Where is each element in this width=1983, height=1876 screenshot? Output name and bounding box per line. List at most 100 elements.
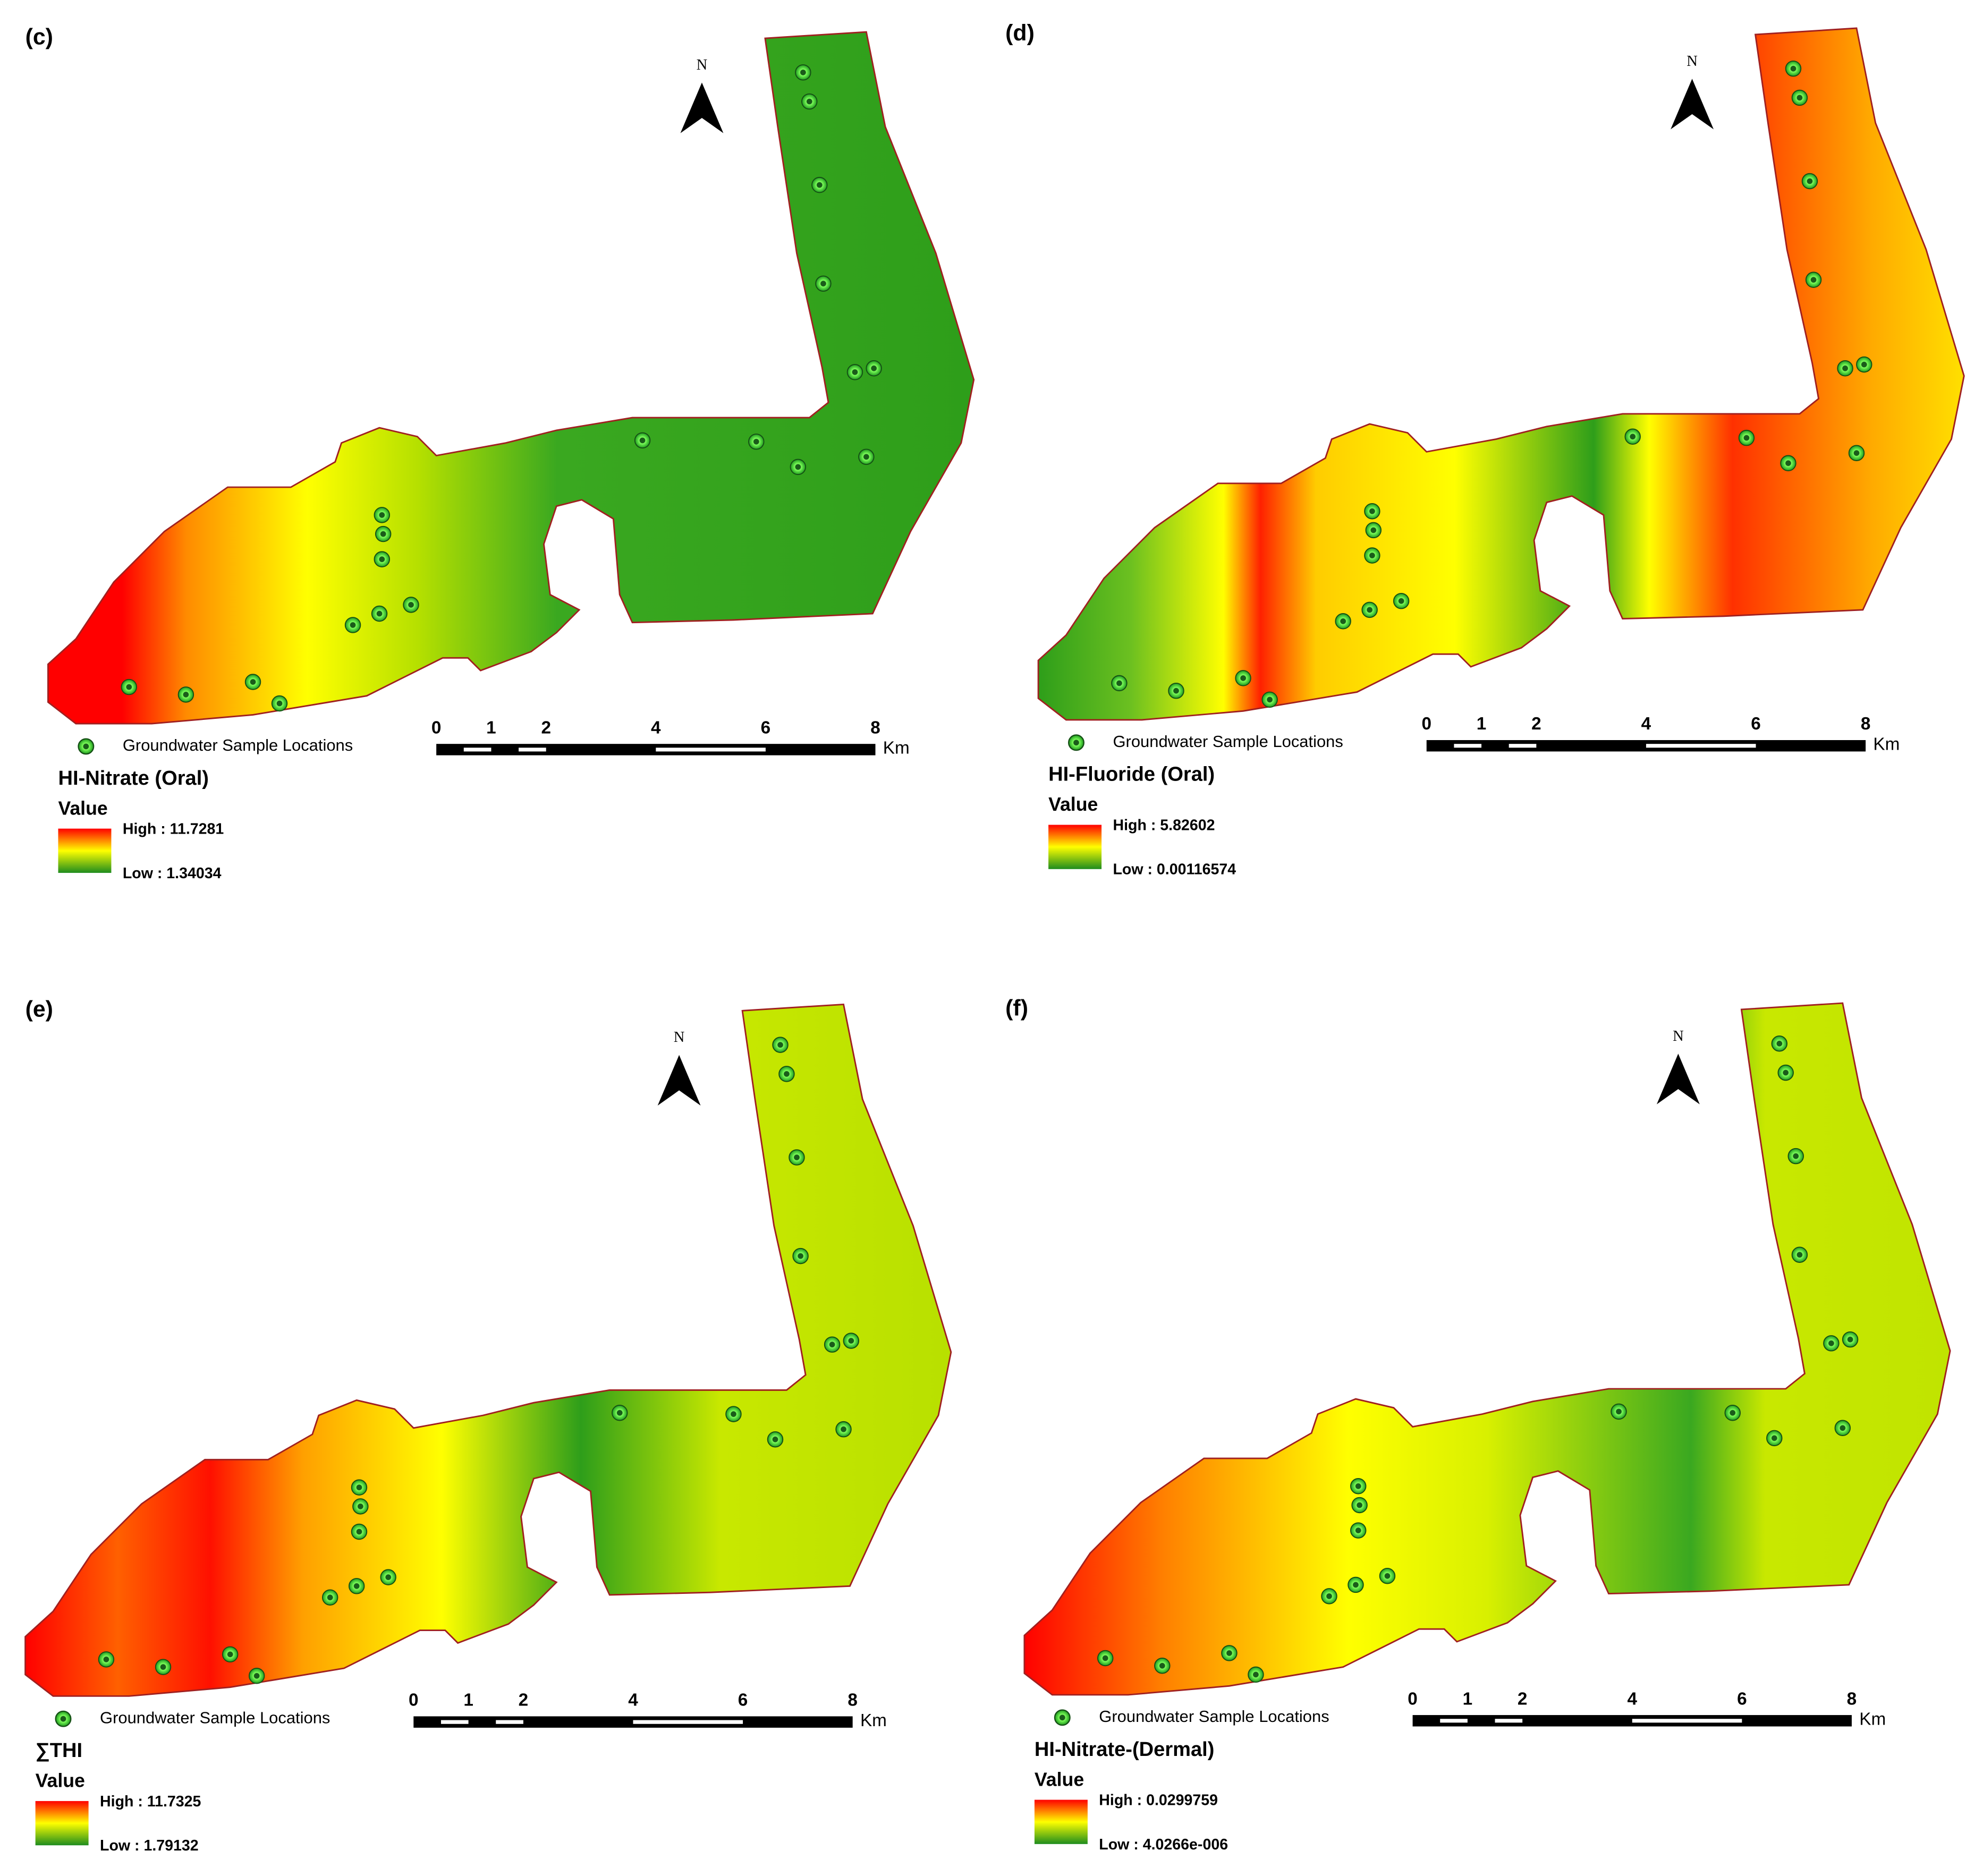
- map-panel: N 0 1 2 4 6 8Km Groundwater Sample Locations HI-…: [47, 31, 975, 882]
- sample-location: [811, 176, 828, 193]
- sample-location: [1805, 271, 1822, 288]
- sample-location: [98, 1651, 115, 1668]
- scale-label: 8: [1861, 714, 1871, 734]
- sample-location: [1856, 356, 1872, 373]
- sample-location: [1780, 455, 1796, 472]
- scale-label: 1: [486, 718, 496, 737]
- scale-label: 2: [519, 1691, 529, 1710]
- scale-label: 0: [1421, 714, 1431, 734]
- legend-low: Low : 1.79132: [100, 1837, 199, 1854]
- sample-location: [222, 1646, 239, 1663]
- scale-segment: [1646, 744, 1756, 748]
- north-label: N: [674, 1029, 685, 1046]
- map-title: ∑THI: [36, 1739, 82, 1762]
- sample-location: [1361, 601, 1378, 618]
- sample-location: [634, 432, 651, 449]
- sample-location: [772, 1037, 789, 1053]
- sample-location: [1834, 1420, 1851, 1437]
- sample-location: [815, 275, 832, 292]
- scale-unit: Km: [1873, 734, 1900, 754]
- panel-label: (c): [26, 24, 53, 49]
- sample-location: [374, 507, 391, 523]
- sample-location: [1365, 522, 1382, 539]
- sample-location: [1350, 1522, 1367, 1539]
- scale-unit: Km: [860, 1711, 887, 1730]
- scale-segment: [1632, 1719, 1742, 1723]
- scale-label: 2: [541, 718, 551, 737]
- sample-location: [767, 1431, 784, 1448]
- sample-location: [380, 1569, 396, 1585]
- sample-location: [1724, 1404, 1741, 1421]
- scale-segment: [440, 1720, 469, 1724]
- sample-location: [348, 1578, 365, 1594]
- sample-location: [1823, 1335, 1840, 1352]
- panel-label: (f): [1005, 995, 1028, 1021]
- study-area: [1023, 1002, 1951, 1696]
- sample-location: [177, 686, 194, 703]
- value-heading: Value: [1035, 1769, 1084, 1790]
- scale-label: 8: [870, 718, 880, 737]
- sample-location: [1364, 503, 1380, 520]
- north-arrow: [1671, 79, 1714, 130]
- sample-location: [1771, 1035, 1788, 1052]
- sample-location: [858, 448, 875, 465]
- sample-location: [1168, 682, 1184, 699]
- legend-ramp: [1048, 825, 1102, 869]
- scale-label: 4: [651, 718, 661, 737]
- sample-location: [351, 1479, 368, 1496]
- scale-segment: [496, 1720, 523, 1724]
- scale-segment: [1509, 744, 1537, 748]
- scale-unit: Km: [1859, 1709, 1886, 1729]
- sample-location: [824, 1336, 841, 1353]
- sample-location: [843, 1332, 860, 1349]
- scale-label: 4: [1641, 714, 1651, 734]
- scale-label: 0: [431, 718, 442, 737]
- legend-low: Low : 4.0266e-006: [1099, 1836, 1228, 1853]
- scale-label: 0: [1408, 1689, 1418, 1709]
- sample-location: [1777, 1064, 1794, 1081]
- legend-ramp: [35, 1801, 89, 1846]
- legend-text: Groundwater Sample Locations: [100, 1708, 330, 1727]
- scale-label: 4: [628, 1691, 638, 1710]
- map-title: HI-Nitrate-(Dermal): [1035, 1738, 1215, 1761]
- sample-location: [1842, 1331, 1859, 1348]
- sample-location: [1348, 1576, 1364, 1593]
- north-arrow: [657, 1055, 701, 1106]
- sample-location: [1335, 613, 1351, 630]
- scale-segment: [656, 748, 766, 752]
- scale-label: 2: [1518, 1689, 1528, 1709]
- sample-location: [374, 551, 391, 567]
- scale-label: 4: [1627, 1689, 1637, 1709]
- scale-label: 1: [463, 1691, 473, 1710]
- sample-location: [866, 360, 882, 377]
- sample-location: [1791, 1246, 1808, 1263]
- study-area: [24, 1003, 952, 1697]
- sample-location: [778, 1066, 795, 1082]
- sample-location: [1785, 60, 1802, 77]
- sample-location: [1154, 1658, 1171, 1674]
- legend-text: Groundwater Sample Locations: [1113, 732, 1343, 751]
- map-panel: N 0 1 2 4 6 8Km Groundwater Sample Locations HI-…: [1023, 1002, 1951, 1853]
- legend-symbol: [1054, 1709, 1071, 1726]
- legend-high: High : 0.0299759: [1099, 1792, 1218, 1809]
- sample-location: [1766, 1430, 1783, 1447]
- scale-segment: [519, 748, 546, 752]
- scale-segment: [1454, 744, 1482, 748]
- sample-location: [1393, 592, 1410, 609]
- scale-label: 1: [1463, 1689, 1473, 1709]
- sample-location: [789, 1149, 805, 1166]
- sample-location: [248, 1668, 265, 1684]
- legend-symbol: [55, 1710, 72, 1727]
- sample-location: [271, 695, 288, 712]
- legend-high: High : 11.7281: [123, 821, 224, 838]
- scale-label: 2: [1531, 714, 1541, 734]
- value-heading: Value: [58, 797, 107, 819]
- scale-label: 6: [1751, 714, 1761, 734]
- sample-location: [371, 605, 388, 622]
- sample-location: [155, 1659, 172, 1675]
- sample-location: [1350, 1478, 1367, 1495]
- legend-text: Groundwater Sample Locations: [123, 736, 353, 754]
- scale-segment: [463, 748, 491, 752]
- sample-location: [1801, 173, 1818, 190]
